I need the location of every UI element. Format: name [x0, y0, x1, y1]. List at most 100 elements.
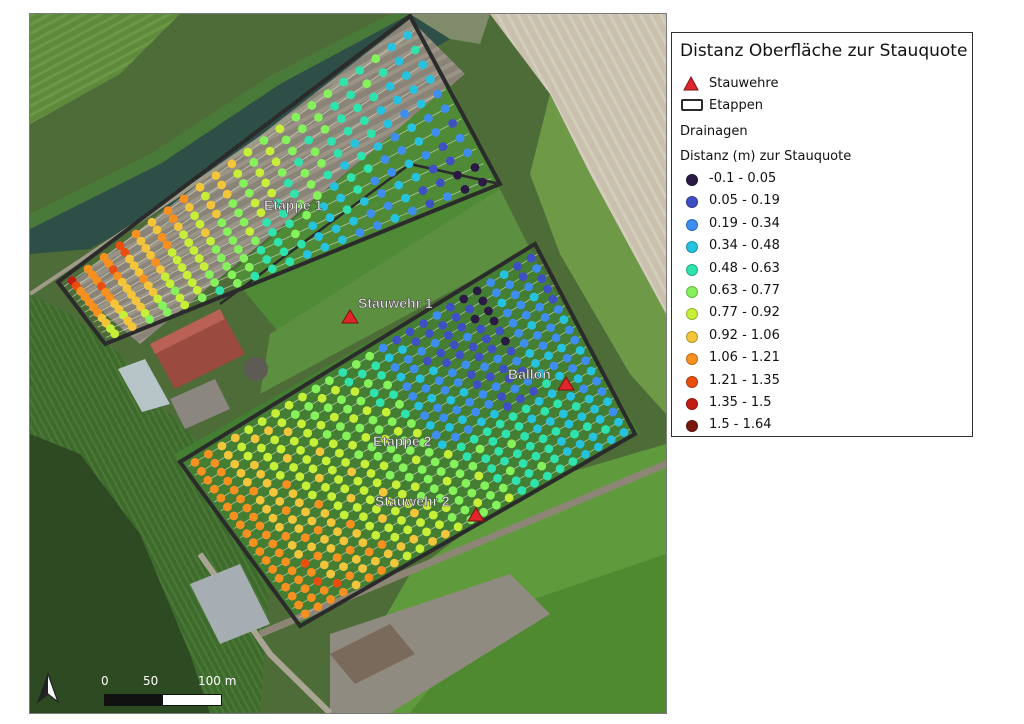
drainage-point — [424, 447, 434, 457]
drainage-point — [500, 456, 509, 466]
drainage-point — [281, 582, 291, 592]
drainage-point — [273, 198, 282, 208]
drainage-point — [333, 527, 342, 537]
drainage-point — [227, 270, 237, 280]
drainage-point — [461, 478, 471, 488]
drainage-point — [478, 296, 488, 306]
ballon-marker[interactable] — [557, 376, 575, 391]
drainage-point — [160, 272, 170, 281]
drainage-point — [477, 417, 486, 427]
aerial-map[interactable]: Etappe 1 Etappe 2 Stauwehr 1 Stauwehr 2 … — [30, 14, 666, 713]
stauwehr-1-marker[interactable] — [341, 309, 359, 324]
drainage-point — [525, 349, 535, 358]
drainage-point — [351, 554, 361, 564]
drainage-point — [416, 518, 425, 527]
drainage-point — [468, 342, 478, 352]
drainage-point — [194, 254, 204, 263]
drainage-point — [435, 493, 445, 503]
drainage-point — [200, 228, 210, 238]
drainage-point — [537, 461, 547, 471]
drainage-point — [342, 431, 351, 441]
drainage-point — [205, 270, 214, 279]
drainage-point — [518, 459, 528, 468]
drainage-point — [323, 170, 333, 180]
drainage-point — [444, 330, 453, 340]
drainage-point — [217, 180, 227, 190]
drainage-point — [273, 237, 283, 247]
drainage-point — [227, 159, 237, 169]
drainage-point — [527, 414, 537, 424]
drainage-point — [504, 374, 514, 384]
drainage-point — [201, 191, 210, 201]
drainage-point — [289, 463, 298, 472]
drainage-point — [581, 356, 590, 366]
field-top-left — [30, 14, 180, 124]
drainage-point — [369, 92, 379, 102]
legend-class-row: 0.48 - 0.63 — [672, 259, 972, 279]
drainage-point — [361, 433, 371, 442]
drainage-point — [368, 415, 378, 425]
drainage-point — [562, 447, 572, 456]
drainage-point — [275, 497, 285, 506]
drainage-point — [355, 423, 365, 433]
drainage-point — [573, 374, 583, 383]
drainage-point — [300, 168, 310, 178]
road-rail — [258, 460, 666, 638]
drainage-point — [407, 419, 416, 428]
drainage-point — [536, 369, 546, 378]
drainage-point — [279, 247, 289, 257]
drainage-point — [456, 442, 466, 452]
legend-row-drainagen: Drainagen — [672, 122, 972, 142]
drainage-point — [259, 136, 269, 145]
scale-segment-white — [162, 694, 222, 706]
drainage-point — [223, 476, 233, 486]
drainage-point — [233, 245, 243, 254]
drainage-point — [503, 402, 512, 411]
drainage-point — [217, 218, 227, 228]
drainage-point — [339, 536, 349, 546]
drainage-point — [399, 436, 409, 446]
map-frame[interactable]: Etappe 1 Etappe 2 Stauwehr 1 Stauwehr 2 … — [29, 13, 667, 714]
drainage-point — [287, 591, 297, 601]
drainage-point — [127, 290, 136, 299]
drainage-point — [380, 434, 390, 444]
drainage-point — [571, 402, 581, 411]
legend-class-dot-icon — [686, 308, 698, 321]
drainage-point — [544, 444, 554, 454]
drainage-point — [402, 71, 411, 80]
drainage-point — [127, 322, 137, 331]
drainage-point — [323, 89, 333, 99]
drainage-point — [449, 459, 459, 469]
drainage-point — [511, 476, 521, 486]
drainage-point — [584, 394, 594, 404]
drainage-point — [538, 341, 548, 350]
drainage-point — [358, 538, 368, 548]
drainage-point — [355, 228, 365, 238]
drainage-point — [373, 451, 383, 461]
drainage-point — [355, 66, 365, 75]
drainage-point — [508, 318, 518, 328]
drainage-point — [338, 235, 347, 245]
drainage-point — [480, 362, 489, 372]
label-stauwehr-1: Stauwehr 1 — [358, 295, 433, 311]
drainage-point — [497, 298, 507, 308]
legend-class-row: 0.34 - 0.48 — [672, 236, 972, 256]
drainage-point — [251, 236, 260, 246]
drainage-point — [588, 432, 598, 442]
drainage-point — [614, 417, 623, 427]
drainage-point — [422, 527, 431, 537]
drainage-point — [223, 227, 232, 237]
drainage-point — [167, 248, 177, 257]
etappe-2-outline[interactable] — [177, 241, 638, 629]
drainage-point — [581, 449, 590, 459]
drainage-point — [568, 457, 578, 466]
drainage-point — [437, 440, 447, 450]
drainage-point — [384, 523, 394, 533]
drainage-point — [402, 382, 412, 392]
drainage-point — [414, 137, 424, 146]
north-arrow-icon — [36, 672, 60, 704]
stauwehr-2-marker[interactable] — [467, 507, 485, 522]
legend-class-row: 0.92 - 1.06 — [672, 326, 972, 346]
drainage-point — [603, 397, 612, 407]
drainage-point — [377, 371, 386, 380]
